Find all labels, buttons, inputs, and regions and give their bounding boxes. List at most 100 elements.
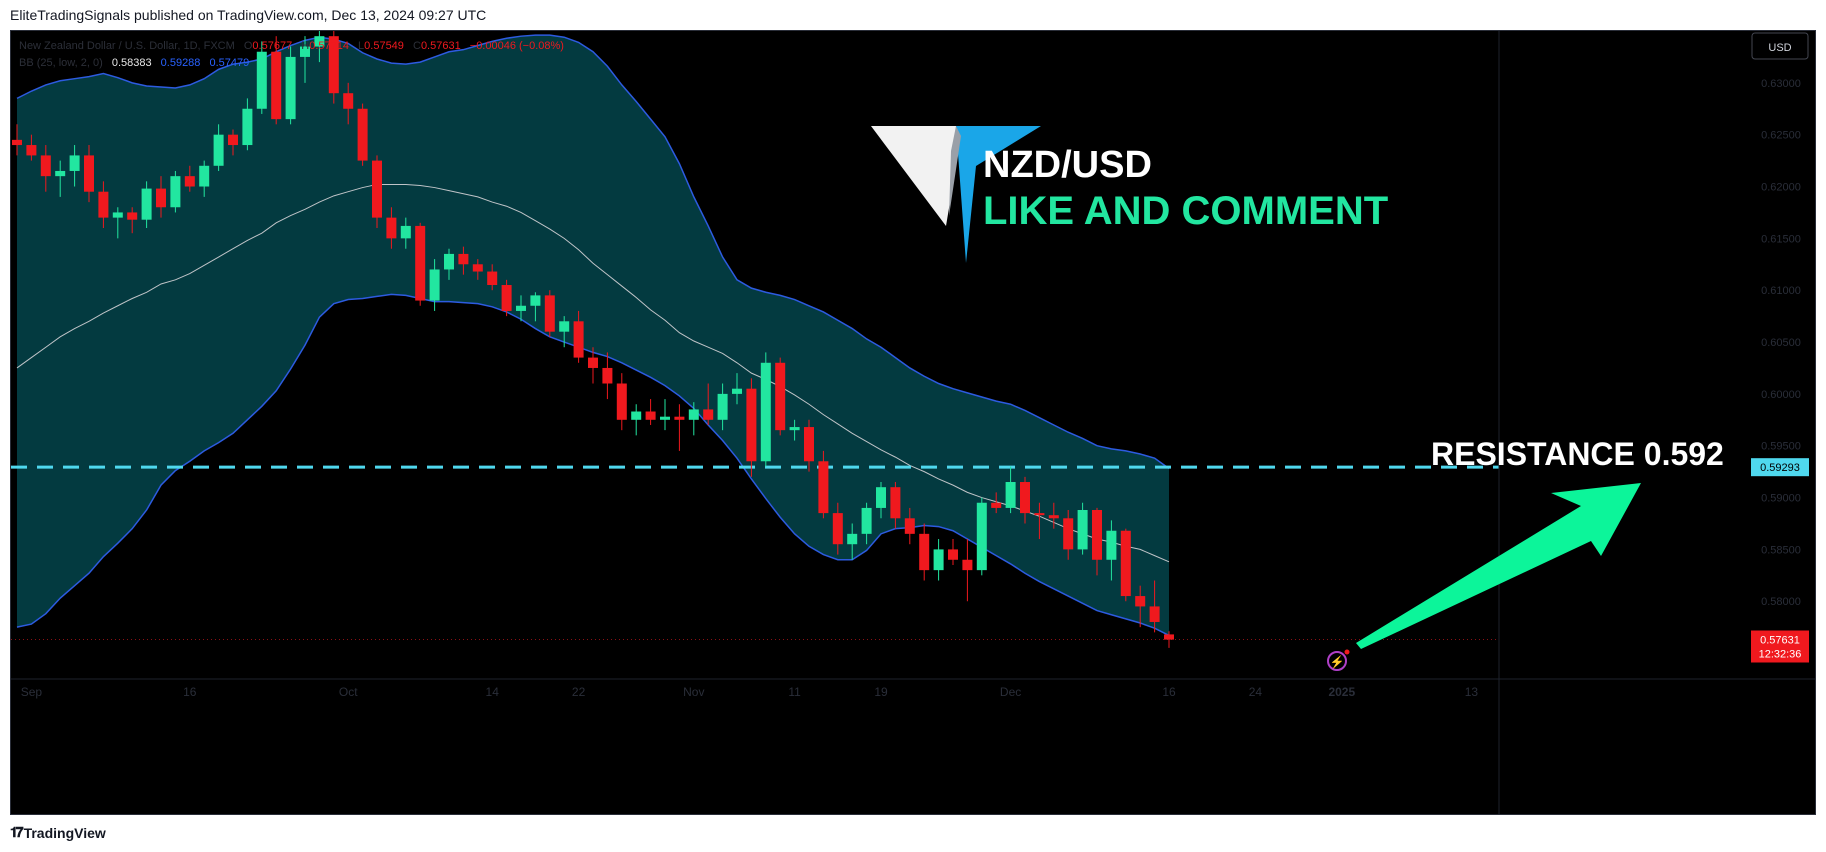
- candles: [12, 25, 1174, 648]
- candle: [357, 103, 368, 166]
- candle: [40, 145, 51, 192]
- candle-body: [1077, 510, 1088, 550]
- candle: [631, 404, 642, 436]
- candle: [674, 404, 685, 451]
- candle-body: [616, 383, 627, 420]
- candle: [876, 482, 886, 519]
- svg-text:BB (25, low, 2, 0) 0.5: BB (25, low, 2, 0) 0.58383 0.59288 0.574…: [19, 57, 249, 69]
- candle: [602, 352, 613, 400]
- candle-body: [501, 285, 512, 311]
- candle-body: [775, 362, 786, 431]
- candle-body: [645, 411, 656, 420]
- candle-body: [1005, 482, 1016, 508]
- candle: [156, 176, 166, 218]
- candle-body: [991, 502, 1002, 508]
- candle-body: [933, 549, 944, 571]
- candle: [818, 450, 829, 519]
- candle: [328, 31, 339, 104]
- legend-open-label: O: [244, 40, 253, 52]
- candle-body: [861, 507, 872, 534]
- candle-body: [847, 533, 858, 545]
- price-tick-label: 0.62500: [1761, 130, 1801, 142]
- candle-body: [271, 51, 282, 120]
- tradingview-logo[interactable]: 𝟏𝟕 TradingView: [10, 824, 106, 841]
- chart-frame[interactable]: New Zealand Dollar / U.S. Dollar, 1D, FX…: [10, 25, 1816, 815]
- candle-body: [1020, 482, 1030, 514]
- price-axis[interactable]: 0.63000 0.62500 0.62000 0.61500 0.61000 0.605…: [1498, 31, 1801, 814]
- legend-bb-upper: 0.59288: [161, 57, 201, 69]
- candle: [271, 36, 282, 125]
- candle-body: [1120, 530, 1131, 597]
- time-tick-label: Sep: [21, 685, 43, 699]
- candle-body: [84, 155, 94, 192]
- candle: [1149, 580, 1160, 633]
- legend-high: 0.57714: [309, 40, 349, 52]
- currency-label: USD: [1768, 42, 1791, 54]
- pair-title: NZD/USD: [983, 144, 1152, 186]
- candle-body: [127, 212, 138, 220]
- candle: [141, 181, 152, 228]
- price-chart[interactable]: New Zealand Dollar / U.S. Dollar, 1D, FX…: [11, 25, 1815, 814]
- up-arrow: [1356, 483, 1641, 649]
- candle: [1048, 502, 1059, 529]
- footer-brand: TradingView: [23, 824, 106, 841]
- candle-body: [444, 253, 454, 270]
- candle-body: [141, 188, 152, 220]
- currency-button[interactable]: USD: [1751, 32, 1809, 60]
- candle-body: [170, 176, 181, 208]
- candle-body: [300, 46, 310, 57]
- candle: [112, 207, 123, 239]
- candle-body: [717, 393, 728, 420]
- candle: [588, 347, 598, 384]
- candle: [919, 523, 930, 581]
- candle: [516, 295, 526, 322]
- publisher-line: EliteTradingSignals published on Trading…: [10, 7, 487, 23]
- candle: [55, 160, 66, 197]
- candle: [775, 357, 786, 436]
- logo-gray-wedge: [949, 126, 961, 216]
- bb-basis-line: [16, 183, 1170, 563]
- candle-body: [156, 188, 166, 208]
- price-tick-label: 0.59000: [1761, 493, 1801, 505]
- candle-body: [372, 160, 382, 218]
- candle: [573, 310, 584, 363]
- candle: [746, 378, 757, 477]
- candle: [444, 248, 454, 280]
- svg-text:New Zealand Dollar / U.S. Doll: New Zealand Dollar / U.S. Dollar, 1D, FX…: [19, 40, 564, 52]
- price-tick-label: 0.59500: [1761, 441, 1801, 453]
- candle-body: [400, 225, 411, 239]
- candle: [472, 259, 483, 280]
- candle: [458, 246, 469, 275]
- candle: [26, 134, 37, 161]
- svg-text:⚡: ⚡: [1330, 655, 1345, 669]
- candle: [688, 402, 699, 436]
- candle: [1077, 502, 1088, 555]
- candle: [184, 165, 195, 192]
- candle-body: [1106, 530, 1117, 560]
- time-tick-label: Dec: [1000, 685, 1021, 699]
- candle: [213, 124, 224, 171]
- candle-body: [328, 36, 339, 94]
- candle: [1020, 476, 1030, 524]
- candle-body: [12, 139, 22, 146]
- candle-body: [818, 461, 829, 514]
- candle-body: [256, 51, 267, 109]
- candle: [717, 383, 728, 431]
- candle: [314, 25, 325, 63]
- legend-high-label: H: [301, 40, 309, 52]
- time-axis[interactable]: Sep 16 Oct 14 22 Nov 11 19 Dec 16 24 2025 13: [11, 678, 1815, 699]
- candle-body: [199, 165, 210, 187]
- candle-body: [415, 225, 426, 301]
- candle-body: [948, 549, 958, 560]
- candle: [300, 36, 310, 83]
- candle-body: [242, 108, 253, 146]
- legend-close: 0.57631: [421, 40, 461, 52]
- candle: [1034, 502, 1045, 540]
- candle-body: [890, 487, 901, 519]
- candle: [530, 292, 541, 322]
- candle: [386, 207, 397, 249]
- flash-icon[interactable]: ⚡: [1327, 649, 1350, 671]
- candle-body: [703, 409, 714, 420]
- countdown: 12:32:36: [1759, 648, 1802, 660]
- candle: [904, 507, 915, 545]
